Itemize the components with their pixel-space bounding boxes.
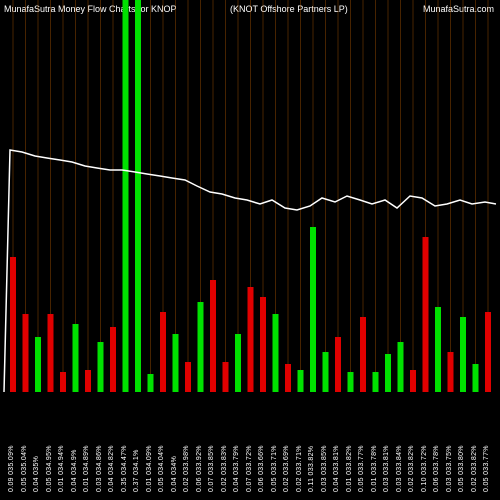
bar [110, 327, 116, 392]
bar [235, 334, 241, 392]
bar [460, 317, 466, 392]
bar [198, 302, 204, 392]
x-label: 0.02 033.82% [471, 445, 478, 492]
bar [398, 342, 404, 392]
x-label: 0.04 034.82% [108, 445, 115, 492]
x-label: 0.09 035.09% [8, 445, 15, 492]
bar [160, 312, 166, 392]
x-label: 0.03 033.84% [396, 445, 403, 492]
x-label: 0.05 033.80% [458, 445, 465, 492]
bar [148, 374, 154, 392]
bar [360, 317, 366, 392]
x-label: 0.03 033.75% [446, 445, 453, 492]
bar [23, 314, 29, 392]
x-label: 0.06 033.92% [196, 445, 203, 492]
x-label: 0.01 034.89% [83, 445, 90, 492]
x-label: 0.04 034% [171, 456, 178, 492]
bar [310, 227, 316, 392]
bar [423, 237, 429, 392]
bar [348, 372, 354, 392]
x-label: 0.05 035.04% [21, 445, 28, 492]
x-label: 0.01 033.78% [371, 445, 378, 492]
x-label: 0.02 033.71% [296, 445, 303, 492]
x-label: 0.05 033.77% [483, 445, 490, 492]
x-label: 0.03 034.86% [96, 445, 103, 492]
x-label: 0.07 033.85% [208, 445, 215, 492]
bar [373, 372, 379, 392]
bar [210, 280, 216, 392]
x-label: 0.04 033.79% [233, 445, 240, 492]
bar [60, 372, 66, 392]
x-label: 0.02 033.82% [408, 445, 415, 492]
x-label: 0.11 033.82% [308, 446, 315, 492]
x-label: 0.02 033.69% [283, 445, 290, 492]
bar [260, 297, 266, 392]
x-label: 0.05 033.77% [358, 445, 365, 492]
bar [435, 307, 441, 392]
x-label: 0.06 033.66% [258, 445, 265, 492]
x-label: 0.10 033.72% [421, 445, 428, 492]
x-label: 0.04 034.9% [71, 449, 78, 492]
x-label: 0.01 034.09% [146, 445, 153, 492]
x-axis-labels: 0.09 035.09% 0.05 035.04% 0.04 035% 0.05 03… [0, 395, 500, 500]
bar [248, 287, 254, 392]
bar [473, 364, 479, 392]
bar [173, 334, 179, 392]
bar [385, 354, 391, 392]
x-label: 0.07 033.72% [246, 445, 253, 492]
x-label: 0.05 034.04% [158, 445, 165, 492]
x-label: 0.02 033.83% [221, 445, 228, 492]
bar [185, 362, 191, 392]
x-label: 0.06 033.78% [433, 445, 440, 492]
x-label: 0.03 033.81% [383, 445, 390, 492]
bar [485, 312, 491, 392]
x-label: 0.04 035% [33, 456, 40, 492]
bar [223, 362, 229, 392]
x-label: 0.37 034.1% [133, 449, 140, 492]
x-label: 0.35 034.47% [121, 445, 128, 492]
x-label: 0.05 033.71% [271, 445, 278, 492]
bar [323, 352, 329, 392]
x-label: 0.05 034.95% [46, 445, 53, 492]
bar [123, 0, 129, 392]
x-label: 0.01 033.82% [346, 445, 353, 492]
bar [98, 342, 104, 392]
x-label: 0.02 033.98% [183, 445, 190, 492]
bar [285, 364, 291, 392]
bar [448, 352, 454, 392]
x-label: 0.03 033.85% [321, 445, 328, 492]
bar [298, 370, 304, 392]
bar [273, 314, 279, 392]
bar [35, 337, 41, 392]
x-label: 0.01 034.94% [58, 445, 65, 492]
x-label: 0.04 033.81% [333, 445, 340, 492]
bar [135, 0, 141, 392]
bar [48, 314, 54, 392]
bar [10, 257, 16, 392]
bar [335, 337, 341, 392]
money-flow-chart [0, 0, 500, 395]
bar [73, 324, 79, 392]
bar [85, 370, 91, 392]
bar [410, 370, 416, 392]
